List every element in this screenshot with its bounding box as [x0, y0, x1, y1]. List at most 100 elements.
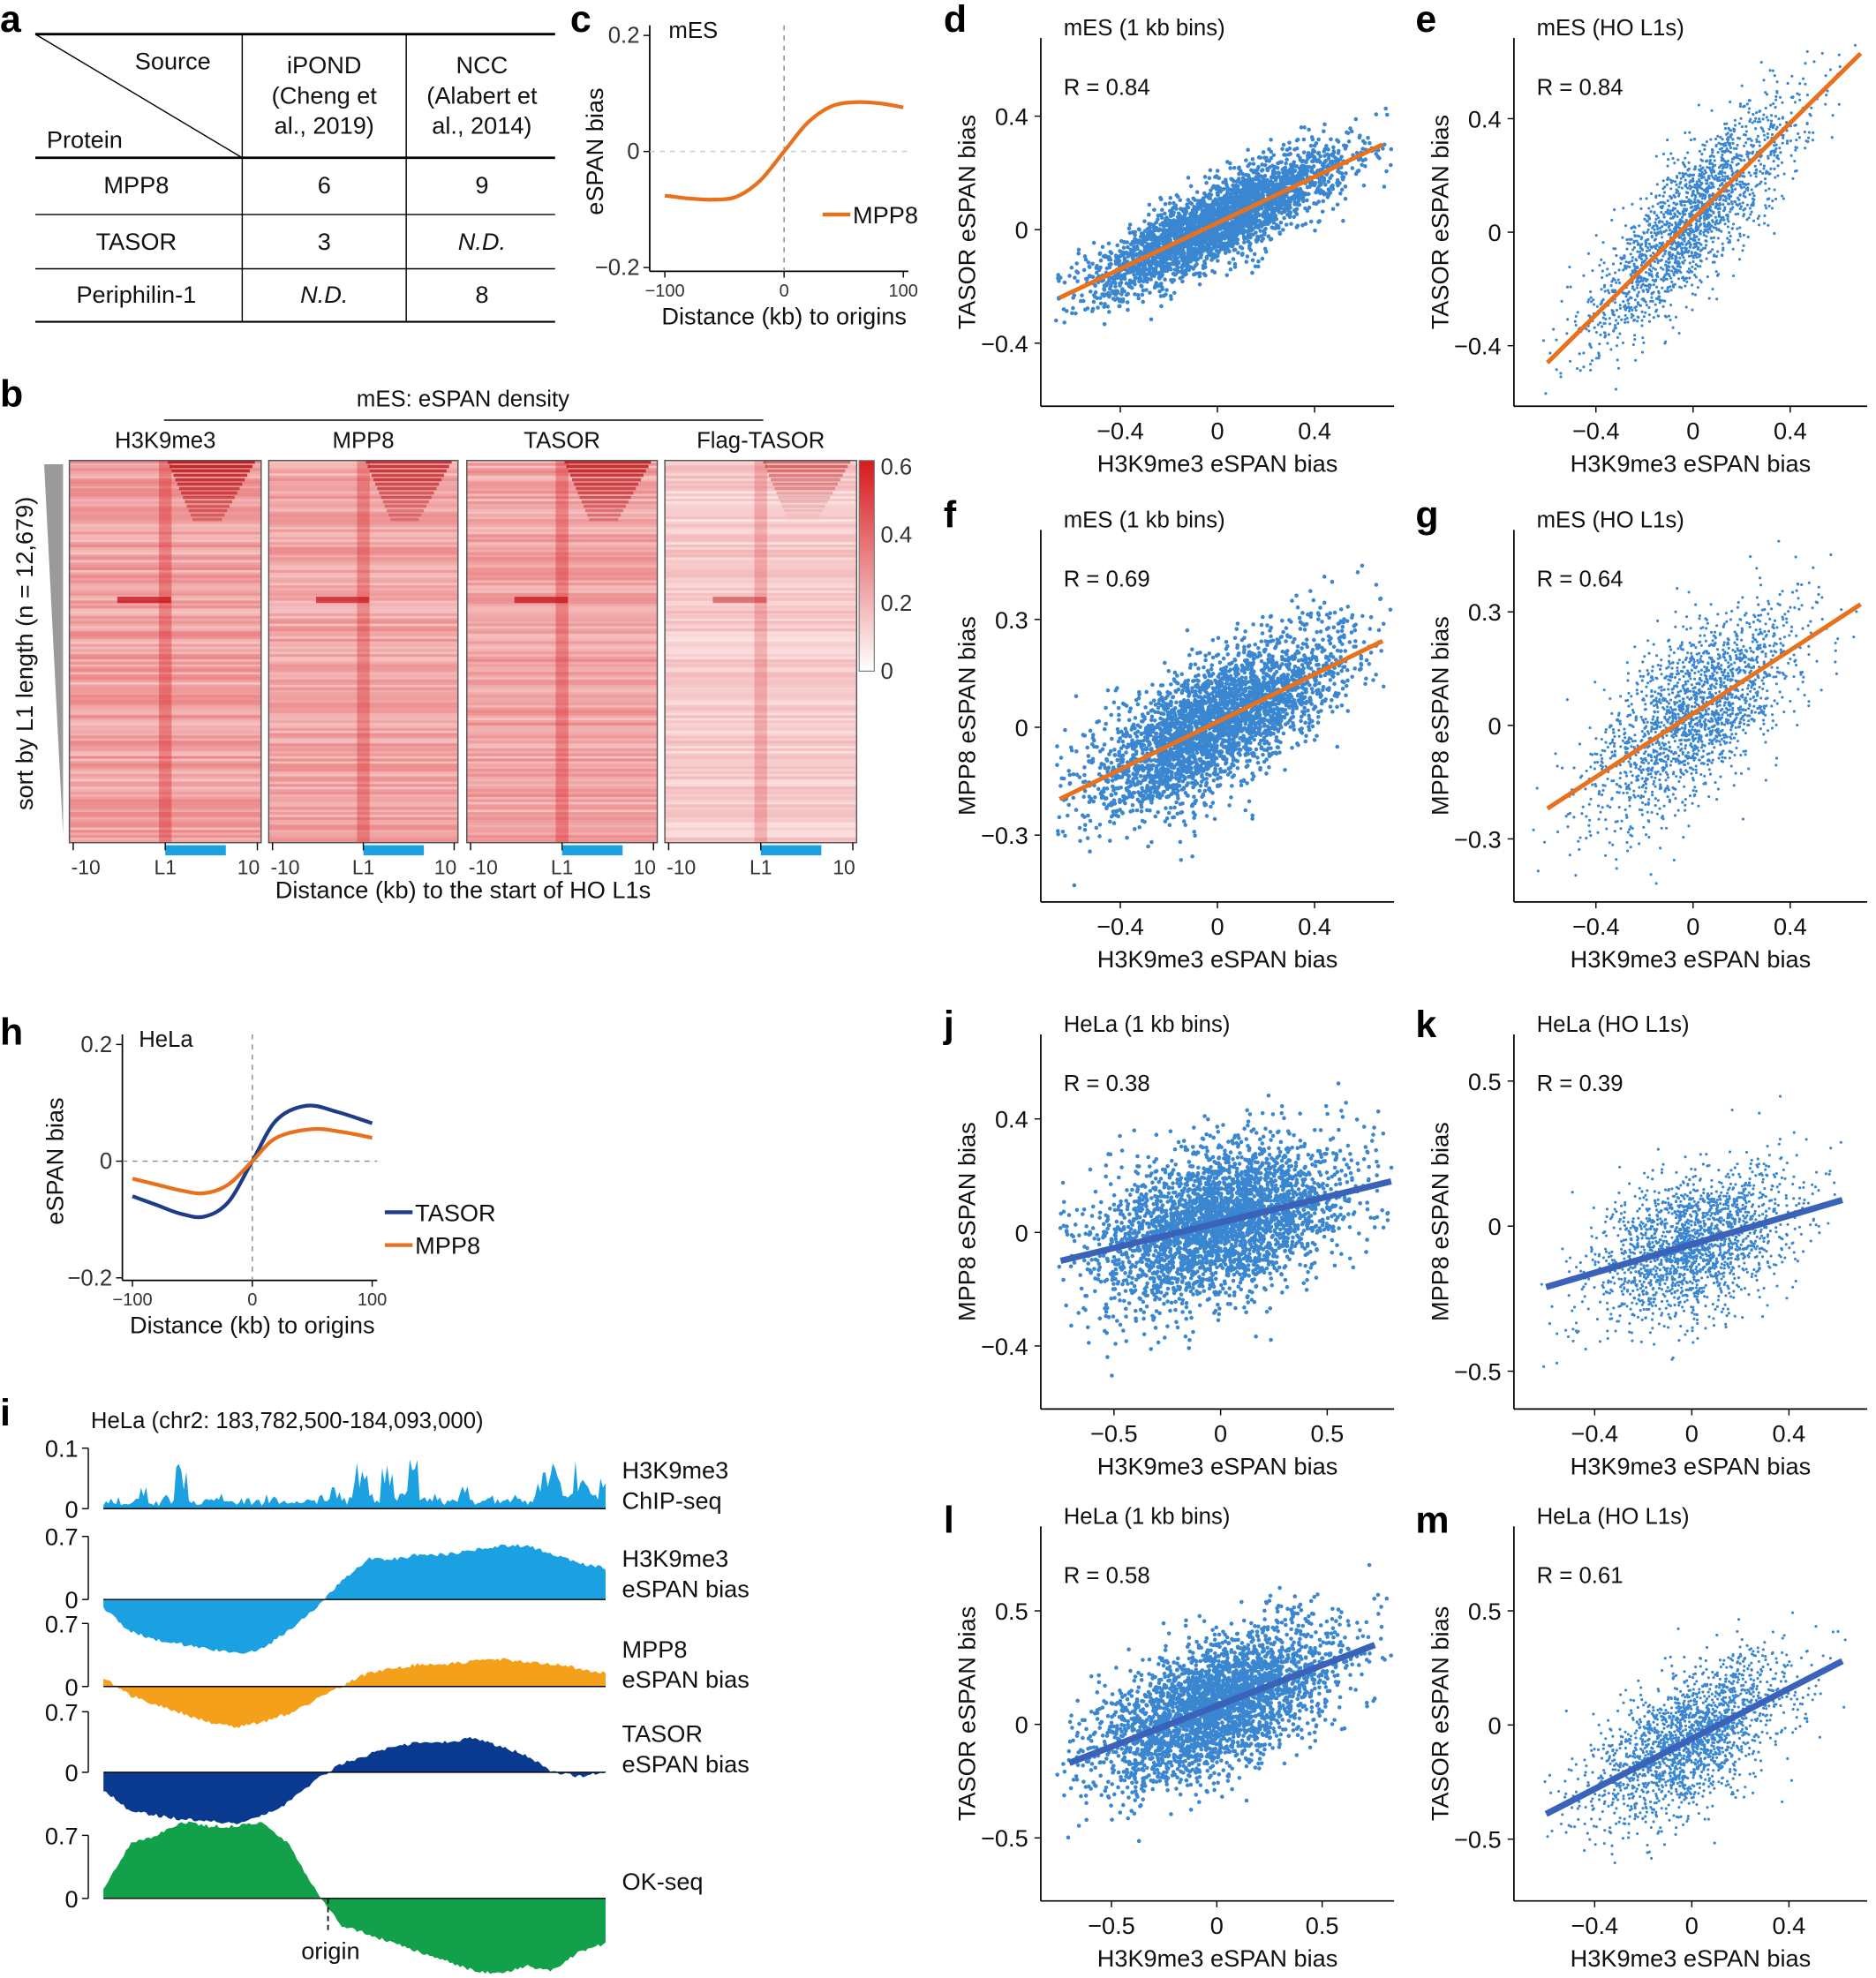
heatmap-row — [69, 661, 261, 665]
scatter-point — [1723, 122, 1727, 126]
scatter-point — [1789, 111, 1793, 115]
scatter-point — [1322, 192, 1327, 197]
scatter-point — [1294, 202, 1300, 207]
heatmap-row — [268, 832, 458, 836]
heatmap-row — [466, 608, 658, 612]
scatter-point — [1164, 252, 1169, 258]
scatter-point — [1569, 359, 1572, 363]
heatmap-row — [466, 832, 658, 836]
scatter-point — [1254, 196, 1259, 200]
y-tick-label: 0 — [100, 1149, 112, 1174]
heatmap-row — [665, 600, 857, 604]
scatter-point — [1267, 147, 1271, 152]
scatter-point — [1649, 264, 1653, 268]
scatter-point — [1088, 290, 1093, 294]
scatter-point — [1152, 207, 1156, 213]
heatmap-row — [466, 478, 658, 481]
scatter-point — [1309, 166, 1315, 170]
heatmap-row — [69, 763, 261, 767]
scatter-point — [1702, 230, 1706, 234]
heatmap-row — [268, 753, 458, 756]
scatter-point — [1764, 189, 1767, 192]
heatmap-row — [69, 572, 261, 575]
heatmap-row — [665, 585, 857, 589]
scatter-point — [1327, 153, 1331, 158]
heatmap-row — [268, 677, 458, 681]
scatter-point — [1256, 164, 1261, 169]
corner-source: Source — [135, 48, 211, 75]
scatter-point — [1172, 273, 1178, 277]
scatter-point — [1703, 147, 1706, 151]
scatter-point — [1313, 157, 1318, 162]
scatter-point — [1172, 259, 1178, 264]
scatter-point — [1350, 166, 1355, 170]
scatter-point — [1781, 194, 1784, 198]
heatmap-streak — [375, 482, 440, 486]
scatter-point — [1341, 143, 1346, 148]
heatmap-row — [466, 615, 658, 619]
heatmap-row — [268, 664, 458, 667]
scatter-point — [1343, 196, 1348, 201]
scatter-point — [1258, 155, 1263, 160]
scatter-point — [1765, 93, 1769, 96]
heatmap-row — [268, 546, 458, 550]
heatmap-row — [665, 539, 857, 543]
scatter-point — [1104, 266, 1110, 271]
scatter-point — [1713, 159, 1716, 162]
heatmap-row — [665, 643, 857, 647]
scatter-point — [1177, 251, 1181, 256]
scatter-point — [1559, 375, 1563, 379]
scatter-point — [1598, 342, 1601, 346]
heatmap-row — [268, 793, 458, 797]
heatmap-row — [268, 506, 458, 509]
scatter-point — [1696, 286, 1699, 290]
scatter-point — [1697, 237, 1700, 241]
y-tick-label: 0.2 — [608, 24, 640, 49]
heatmap-row — [69, 460, 261, 463]
heatmap-row — [466, 654, 658, 658]
heatmap-row — [665, 689, 857, 693]
scatter-point — [1777, 117, 1781, 121]
heatmap-row — [466, 539, 658, 543]
scatter-point — [1761, 117, 1765, 121]
heatmap-row — [268, 562, 458, 566]
heatmap-streak — [190, 513, 225, 517]
scatter-point — [1157, 256, 1163, 260]
scatter-point — [1173, 231, 1179, 237]
heatmap-row — [69, 499, 261, 502]
scatter-point — [1067, 274, 1072, 278]
scatter-point — [1714, 137, 1718, 141]
heatmap-row — [268, 613, 458, 616]
scatter-point — [1641, 336, 1645, 340]
scatter-point — [1344, 171, 1348, 176]
heatmap-row — [268, 830, 458, 833]
scatter-point — [1752, 112, 1755, 117]
scatter-point — [1743, 185, 1746, 189]
heatmap-row — [466, 766, 658, 770]
scatter-point — [1307, 205, 1312, 210]
heatmap-row — [665, 804, 857, 808]
scatter-point — [1767, 187, 1771, 191]
scatter-point — [1649, 192, 1654, 196]
scatter-point — [1265, 205, 1270, 210]
scatter-point — [1246, 173, 1251, 178]
scatter-point — [1289, 222, 1293, 226]
scatter-point — [1149, 231, 1154, 236]
heatmap-row — [69, 580, 261, 583]
scatter-point — [1228, 166, 1232, 170]
heatmap-row — [69, 766, 261, 770]
scatter-point — [1683, 259, 1686, 262]
heatmap-row — [466, 763, 658, 767]
y-tick-label: 0 — [1015, 216, 1028, 244]
heatmap-streak — [569, 473, 644, 478]
heatmap-row — [69, 646, 261, 650]
scatter-point — [1305, 198, 1309, 203]
heatmap-streak — [170, 464, 252, 469]
heatmap-row — [665, 723, 857, 726]
heatmap-row — [665, 572, 857, 575]
scatter-point — [1719, 135, 1722, 139]
scatter-point — [1226, 222, 1231, 227]
scatter-point — [1192, 214, 1196, 220]
scatter-point — [1642, 341, 1646, 344]
